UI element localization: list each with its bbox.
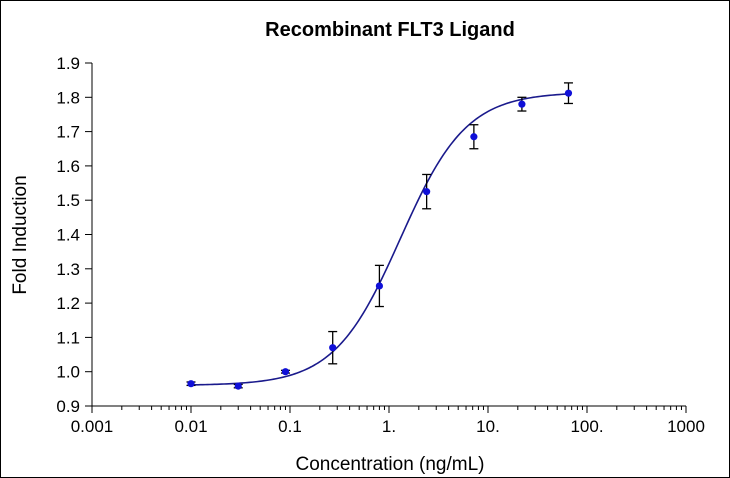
y-tick-label: 1.8: [56, 88, 80, 107]
data-point: [375, 282, 384, 290]
x-tick-label: 0.1: [278, 417, 302, 436]
error-bars: [186, 82, 573, 389]
y-tick-label: 1.6: [56, 157, 80, 176]
x-tick-label: 0.01: [174, 417, 207, 436]
fit-curve-layer: [190, 93, 569, 386]
data-point: [564, 89, 573, 97]
data-point: [518, 100, 526, 108]
data-point: [234, 382, 242, 390]
data-point: [187, 380, 195, 388]
fit-curve: [190, 93, 569, 386]
x-tick-label: 10.: [476, 417, 500, 436]
y-tick-label: 1.9: [56, 54, 80, 73]
y-tick-label: 1.0: [56, 363, 80, 382]
y-tick-label: 1.4: [56, 226, 80, 245]
data-point: [470, 133, 478, 141]
data-point: [423, 188, 431, 196]
axes: 0.001 0.01 0.1 1. 10. 100. 1000 0.9 1.0 1.1 1.2 1.3…: [56, 54, 705, 436]
y-tick-label: 0.9: [56, 397, 80, 416]
y-tick-label: 1.3: [56, 260, 80, 279]
data-point: [281, 368, 290, 376]
y-tick-label: 1.5: [56, 191, 80, 210]
x-tick-label: 0.001: [71, 417, 114, 436]
chart-title: Recombinant FLT3 Ligand: [265, 19, 515, 41]
data-point: [329, 344, 337, 352]
y-tick-label: 1.7: [56, 123, 80, 142]
x-tick-label: 1.: [382, 417, 396, 436]
x-tick-label: 100.: [570, 417, 603, 436]
data-points: [187, 89, 573, 390]
y-tick-label: 1.2: [56, 294, 80, 313]
y-axis-label: Fold Induction: [10, 175, 31, 294]
y-tick-label: 1.1: [56, 328, 80, 347]
x-tick-label: 1000: [667, 417, 705, 436]
x-axis-label: Concentration (ng/mL): [295, 454, 484, 475]
